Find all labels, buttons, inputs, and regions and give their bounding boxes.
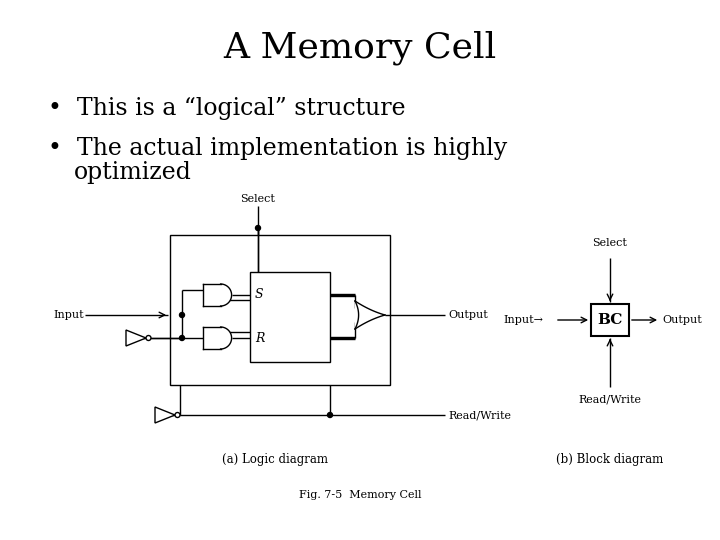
- Bar: [250, 272, 330, 362]
- Text: Select: Select: [240, 194, 276, 204]
- Text: Read/Write: Read/Write: [448, 410, 511, 420]
- Text: Select: Select: [593, 238, 627, 248]
- Polygon shape: [126, 330, 146, 346]
- Circle shape: [179, 335, 184, 341]
- Text: Output: Output: [662, 315, 702, 325]
- Text: Input: Input: [53, 310, 84, 320]
- Text: (b) Block diagram: (b) Block diagram: [557, 454, 664, 467]
- Text: optimized: optimized: [74, 160, 192, 184]
- Text: (a) Logic diagram: (a) Logic diagram: [222, 454, 328, 467]
- Text: S: S: [255, 288, 264, 301]
- Circle shape: [328, 413, 333, 417]
- Polygon shape: [155, 407, 175, 423]
- Circle shape: [175, 413, 180, 417]
- Polygon shape: [220, 284, 232, 306]
- Bar: [170, 235, 390, 385]
- Text: •  This is a “logical” structure: • This is a “logical” structure: [48, 97, 405, 119]
- Text: Input→: Input→: [503, 315, 543, 325]
- Polygon shape: [355, 301, 385, 329]
- Text: •  The actual implementation is highly: • The actual implementation is highly: [48, 137, 508, 159]
- Bar: [591, 304, 629, 336]
- Circle shape: [256, 226, 261, 231]
- Polygon shape: [220, 327, 232, 349]
- Text: Output: Output: [448, 310, 487, 320]
- Circle shape: [179, 313, 184, 318]
- Text: A Memory Cell: A Memory Cell: [223, 31, 497, 65]
- Text: R: R: [255, 332, 264, 345]
- Text: BC: BC: [598, 313, 623, 327]
- Text: Fig. 7-5  Memory Cell: Fig. 7-5 Memory Cell: [299, 490, 421, 500]
- Circle shape: [146, 335, 151, 341]
- Polygon shape: [203, 327, 220, 349]
- Polygon shape: [203, 284, 220, 306]
- Text: Read/Write: Read/Write: [578, 395, 642, 405]
